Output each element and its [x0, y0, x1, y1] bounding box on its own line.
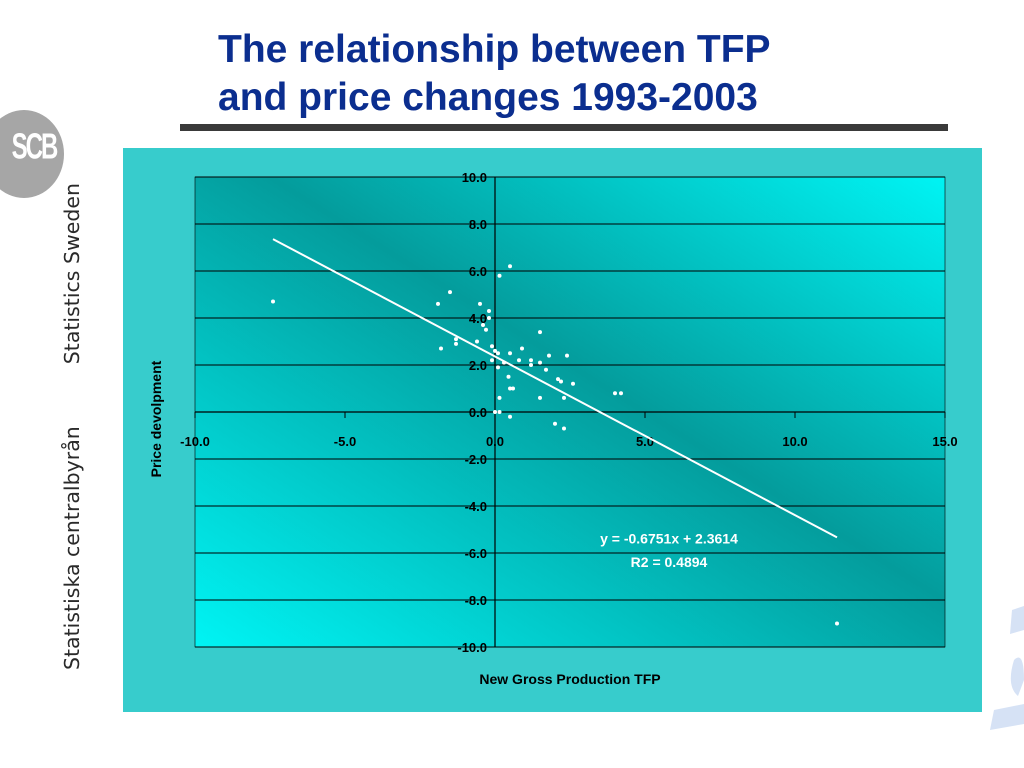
data-points: [271, 264, 839, 626]
data-point: [487, 316, 491, 320]
data-point: [439, 346, 443, 351]
x-tick-labels: -10.0 -5.0 0.0 5.0 10.0 15.0: [180, 434, 957, 449]
y-tick-label: -6.0: [465, 546, 487, 561]
data-point: [511, 386, 515, 391]
title-underline: [180, 124, 948, 131]
y-tick-labels: 10.0 8.0 6.0 4.0 2.0 0.0 -2.0 -4.0 -6.0 -8.0 -10.0: [457, 170, 487, 655]
data-point: [454, 337, 458, 342]
slide-title-line-1: The relationship between TFP: [218, 28, 771, 71]
slide-title-line-2: and price changes 1993-2003: [218, 76, 758, 119]
y-tick-label: -10.0: [457, 640, 487, 655]
data-point: [538, 360, 542, 365]
y-tick-label: 6.0: [469, 264, 487, 279]
data-point: [448, 290, 452, 295]
data-point: [487, 308, 491, 313]
y-tick-label: 2.0: [469, 358, 487, 373]
data-point: [475, 339, 479, 344]
data-point: [556, 377, 560, 382]
x-tick-label: 10.0: [782, 434, 807, 449]
data-point: [490, 344, 494, 349]
data-point: [538, 395, 542, 400]
x-axis-title: New Gross Production TFP: [479, 671, 660, 687]
data-point: [508, 264, 512, 269]
x-tick-label: -5.0: [334, 434, 356, 449]
organization-name-vertical: Statistiska centralbyrån Statistics Swede…: [60, 183, 84, 670]
data-point: [547, 353, 551, 358]
data-point: [544, 367, 548, 372]
scb-logo-text: SCB: [11, 127, 59, 168]
data-point: [490, 358, 494, 363]
data-point: [484, 327, 488, 332]
data-point: [506, 374, 511, 379]
data-point: [502, 360, 506, 365]
data-point: [571, 381, 575, 386]
organization-name-swedish: Statistiska centralbyrån: [60, 426, 84, 670]
organization-name-english: Statistics Sweden: [60, 182, 84, 365]
gridlines: [195, 176, 945, 648]
y-tick-label: -2.0: [465, 452, 487, 467]
y-tick-label: 8.0: [469, 217, 487, 232]
data-point: [508, 386, 512, 391]
data-point: [496, 365, 500, 370]
y-tick-label: 10.0: [462, 170, 487, 185]
x-tick-label: 15.0: [932, 434, 957, 449]
data-point: [517, 358, 521, 363]
data-point: [562, 426, 566, 431]
r-squared-label: R2 = 0.4894: [631, 554, 708, 570]
data-point: [835, 621, 839, 626]
data-point: [493, 348, 497, 353]
data-point: [529, 358, 533, 363]
trendline-equation: y = -0.6751x + 2.3614: [600, 531, 738, 547]
data-point: [497, 395, 502, 400]
data-point: [559, 379, 563, 384]
y-tick-label: 4.0: [469, 311, 487, 326]
data-point: [481, 323, 485, 328]
trendline: [272, 238, 838, 539]
data-point: [508, 351, 512, 356]
data-point: [454, 341, 458, 346]
data-point: [436, 301, 440, 306]
data-point: [508, 414, 512, 419]
scb-logo: [0, 110, 64, 198]
data-point: [496, 351, 500, 356]
data-point: [478, 301, 482, 306]
decorative-background-mark: [990, 606, 1024, 730]
data-point: [529, 363, 533, 367]
x-tick-label: 0.0: [486, 434, 504, 449]
data-point: [538, 330, 542, 335]
data-point: [553, 421, 557, 426]
slide-title: The relationship between TFP and price c…: [218, 26, 771, 122]
data-point: [619, 391, 623, 396]
trendline-group: [272, 238, 838, 539]
data-point: [520, 346, 524, 351]
x-tick-label: -10.0: [180, 434, 210, 449]
data-point: [271, 299, 275, 304]
data-point: [562, 395, 566, 400]
data-point: [613, 391, 617, 396]
data-point: [493, 410, 497, 414]
data-point: [497, 410, 502, 414]
y-tick-label: -4.0: [465, 499, 487, 514]
data-point: [497, 273, 502, 278]
y-axis-title: Price devolpment: [148, 360, 164, 477]
data-point: [565, 353, 569, 358]
scatter-chart: 10.0 8.0 6.0 4.0 2.0 0.0 -2.0 -4.0 -6.0 -8.0 -10.0…: [148, 170, 958, 687]
y-tick-label: 0.0: [469, 405, 487, 420]
y-tick-label: -8.0: [465, 593, 487, 608]
